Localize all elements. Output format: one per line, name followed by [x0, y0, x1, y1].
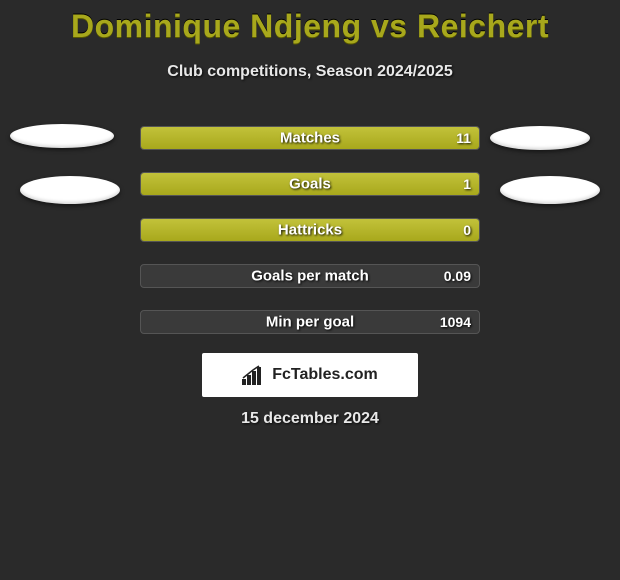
row-label: Goals per match: [251, 268, 369, 285]
row-value-right: 0: [463, 222, 471, 238]
source-logo: FcTables.com: [202, 353, 418, 397]
stat-row: Goals per match 0.09: [140, 264, 480, 288]
logo-text: FcTables.com: [272, 366, 378, 384]
subtitle: Club competitions, Season 2024/2025: [0, 63, 620, 81]
row-value-right: 11: [456, 130, 471, 146]
row-label: Matches: [280, 130, 340, 147]
stat-row: Min per goal 1094: [140, 310, 480, 334]
page-title: Dominique Ndjeng vs Reichert: [0, 0, 620, 45]
row-value-right: 0.09: [444, 268, 471, 284]
bars-icon: [242, 365, 266, 385]
stat-row: Matches 11: [140, 126, 480, 150]
row-label: Goals: [289, 176, 331, 193]
decorative-bubble: [20, 176, 120, 204]
date-text: 15 december 2024: [0, 410, 620, 428]
row-label: Hattricks: [278, 222, 342, 239]
stat-row: Goals 1: [140, 172, 480, 196]
row-label: Min per goal: [266, 314, 354, 331]
row-value-right: 1: [463, 176, 471, 192]
stat-row: Hattricks 0: [140, 218, 480, 242]
decorative-bubble: [500, 176, 600, 204]
decorative-bubble: [490, 126, 590, 150]
decorative-bubble: [10, 124, 114, 148]
row-value-right: 1094: [440, 314, 471, 330]
